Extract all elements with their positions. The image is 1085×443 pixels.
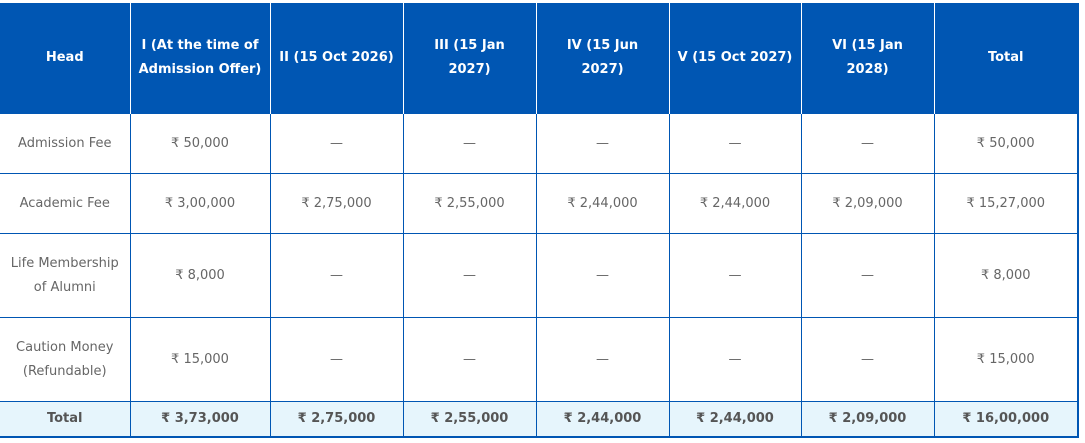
- table-row-life-membership: Life Membership of Alumni ₹ 8,000 — — — …: [0, 233, 1079, 318]
- header-installment-5: V (15 Oct 2027): [668, 3, 801, 114]
- cell: —: [668, 233, 802, 318]
- cell: —: [402, 233, 537, 318]
- total-cell: ₹ 2,75,000: [269, 401, 404, 438]
- total-cell: ₹ 2,44,000: [668, 401, 802, 438]
- header-installment-6: VI (15 Jan 2028): [800, 3, 934, 114]
- fee-schedule-table: Head I (At the time of Admission Offer) …: [0, 3, 1079, 438]
- table-row-academic-fee: Academic Fee ₹ 3,00,000 ₹ 2,75,000 ₹ 2,5…: [0, 173, 1079, 234]
- cell: ₹ 8,000: [129, 233, 271, 318]
- cell: ₹ 2,44,000: [668, 173, 802, 234]
- cell: —: [402, 317, 537, 402]
- cell: ₹ 15,000: [129, 317, 271, 402]
- header-total: Total: [933, 3, 1078, 114]
- cell: —: [535, 233, 670, 318]
- cell: —: [269, 317, 404, 402]
- grand-total: ₹ 16,00,000: [933, 401, 1079, 438]
- cell: ₹ 2,75,000: [269, 173, 404, 234]
- cell: ₹ 3,00,000: [129, 173, 271, 234]
- header-installment-3: III (15 Jan 2027): [402, 3, 536, 114]
- table-row-admission-fee: Admission Fee ₹ 50,000 — — — — — ₹ 50,00…: [0, 113, 1079, 174]
- cell: —: [535, 317, 670, 402]
- cell: —: [800, 233, 935, 318]
- cell: —: [402, 113, 537, 174]
- header-row: Head I (At the time of Admission Offer) …: [0, 3, 1078, 114]
- cell: —: [269, 233, 404, 318]
- total-cell: ₹ 2,55,000: [402, 401, 537, 438]
- row-total: ₹ 50,000: [933, 113, 1079, 174]
- row-head: Caution Money (Refundable): [0, 317, 131, 402]
- header-installment-1: I (At the time of Admission Offer): [129, 3, 270, 114]
- total-cell: ₹ 2,44,000: [535, 401, 670, 438]
- total-label: Total: [0, 401, 131, 438]
- header-installment-4: IV (15 Jun 2027): [535, 3, 669, 114]
- table-row-caution-money: Caution Money (Refundable) ₹ 15,000 — — …: [0, 317, 1079, 402]
- total-cell: ₹ 2,09,000: [800, 401, 935, 438]
- table-row-total: Total ₹ 3,73,000 ₹ 2,75,000 ₹ 2,55,000 ₹…: [0, 401, 1079, 438]
- row-total: ₹ 15,000: [933, 317, 1079, 402]
- cell: —: [668, 113, 802, 174]
- row-head: Life Membership of Alumni: [0, 233, 131, 318]
- cell: —: [800, 317, 935, 402]
- cell: ₹ 2,09,000: [800, 173, 935, 234]
- row-total: ₹ 8,000: [933, 233, 1079, 318]
- row-head: Admission Fee: [0, 113, 131, 174]
- total-cell: ₹ 3,73,000: [129, 401, 271, 438]
- cell: —: [800, 113, 935, 174]
- cell: ₹ 2,44,000: [535, 173, 670, 234]
- header-head: Head: [0, 3, 130, 114]
- cell: —: [535, 113, 670, 174]
- cell: —: [668, 317, 802, 402]
- row-head: Academic Fee: [0, 173, 131, 234]
- cell: ₹ 50,000: [129, 113, 271, 174]
- header-installment-2: II (15 Oct 2026): [269, 3, 403, 114]
- row-total: ₹ 15,27,000: [933, 173, 1079, 234]
- cell: ₹ 2,55,000: [402, 173, 537, 234]
- cell: —: [269, 113, 404, 174]
